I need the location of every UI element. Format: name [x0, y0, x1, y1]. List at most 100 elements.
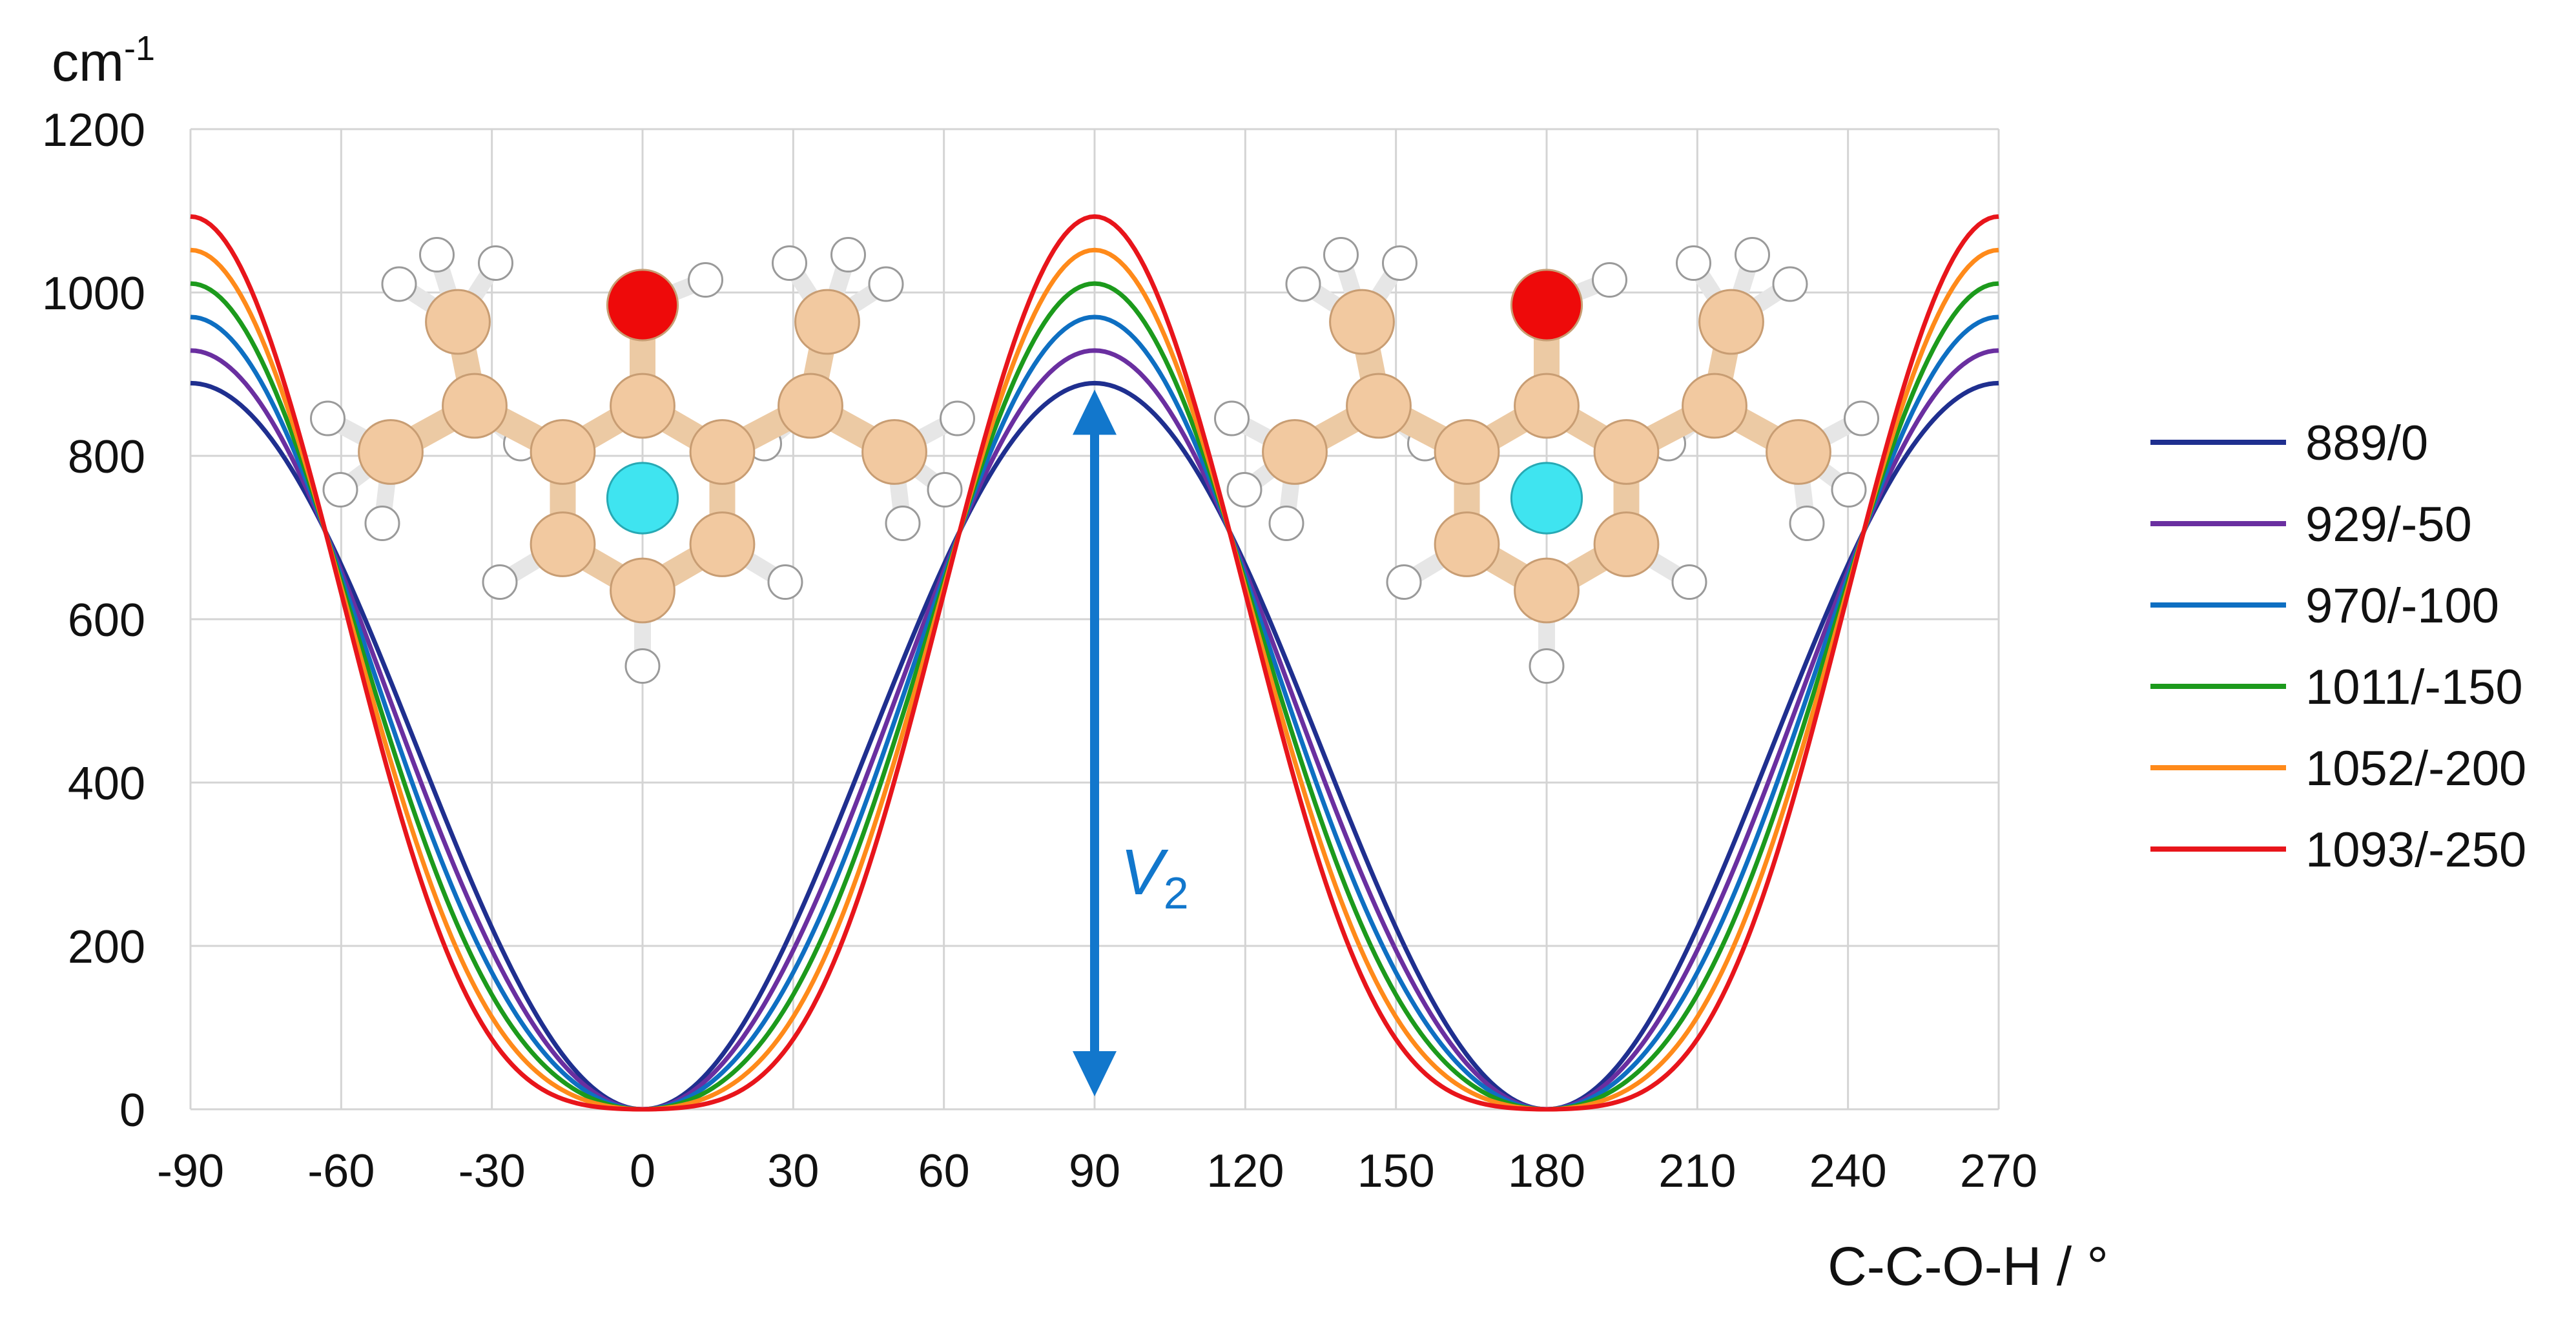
y-axis-title-main: cm: [52, 32, 124, 92]
h-atom: [1844, 400, 1879, 436]
c-ring-top: [1514, 373, 1580, 439]
h-atom: [364, 506, 400, 541]
c-ring-top: [610, 373, 675, 439]
c-methyl-left-up: [1329, 289, 1395, 355]
h-atom: [322, 472, 358, 508]
y-tick-label: 400: [68, 758, 145, 810]
c-ring-left-lower: [530, 511, 596, 577]
phenol-molecule-planar: [310, 237, 975, 684]
h-atom: [482, 564, 518, 600]
ring-center-marker: [1510, 462, 1583, 535]
h-atom: [478, 245, 513, 281]
h-atom: [381, 266, 417, 302]
c-ring-left-lower: [1434, 511, 1500, 577]
v2-annotation: V2: [1073, 389, 1189, 1096]
h-atom: [1831, 472, 1867, 508]
x-tick-label: 210: [1658, 1145, 1736, 1197]
x-tick-label: 240: [1809, 1145, 1887, 1197]
h-atom: [1268, 506, 1304, 541]
x-tick-label: 90: [1069, 1145, 1120, 1197]
v2-arrow-head-top: [1073, 389, 1117, 435]
ring-center-marker: [606, 462, 679, 535]
legend: 889/0 929/-50 970/-100 1011/-150 1052/-200 10…: [2150, 416, 2526, 877]
c-ring-right-upper: [1593, 419, 1660, 485]
y-tick-label: 600: [68, 595, 145, 646]
y-axis-title: cm-1: [52, 29, 155, 92]
legend-label: 889/0: [2305, 416, 2428, 471]
series-line-6: [190, 214, 1999, 1112]
series-lines: [190, 214, 1999, 1112]
v2-label-sub: 2: [1164, 868, 1189, 918]
h-atom: [1671, 564, 1707, 600]
legend-label: 1011/-150: [2305, 660, 2523, 715]
c-methine-right: [1682, 373, 1747, 439]
phenol-molecule-planar: [1214, 237, 1879, 684]
series-line-4: [190, 281, 1999, 1112]
x-tick-label: 60: [918, 1145, 970, 1197]
c-methyl-right-down: [1766, 419, 1831, 485]
series-line-1: [190, 380, 1999, 1112]
c-methine-left: [1346, 373, 1412, 439]
c-methine-left: [442, 373, 508, 439]
legend-label: 929/-50: [2305, 497, 2472, 552]
h-atom: [1214, 400, 1250, 436]
h-atom: [1386, 564, 1422, 600]
c-methine-right: [778, 373, 843, 439]
tick-labels: -90 -60 -30 0 30 60 90 120 150 180 210 240 270 0 200 40…: [42, 105, 2037, 1197]
h-atom: [419, 237, 455, 272]
h-atom: [830, 237, 866, 272]
series-line-3: [190, 314, 1999, 1112]
legend-label: 1093/-250: [2305, 823, 2526, 877]
y-tick-label: 1200: [42, 105, 145, 156]
c-methyl-left-down: [1262, 419, 1328, 485]
h-atom: [940, 400, 975, 436]
h-atom: [772, 245, 807, 281]
h-atom: [1789, 506, 1825, 541]
h-atom: [1735, 237, 1770, 272]
series-line-5: [190, 247, 1999, 1112]
c-ring-right-lower: [689, 511, 756, 577]
x-tick-label: -60: [307, 1145, 375, 1197]
v2-arrow-head-bottom: [1073, 1051, 1117, 1096]
c-ring-right-upper: [689, 419, 756, 485]
y-tick-label: 800: [68, 431, 145, 483]
c-ring-left-upper: [1434, 419, 1500, 485]
h-atom: [624, 648, 661, 684]
y-axis-title-sup: -1: [124, 29, 155, 68]
y-tick-label: 1000: [42, 268, 145, 320]
y-tick-label: 200: [68, 921, 145, 973]
x-tick-label: 30: [767, 1145, 819, 1197]
c-ring-bottom: [1514, 557, 1580, 624]
h-atom: [868, 266, 904, 302]
c-ring-right-lower: [1593, 511, 1660, 577]
x-tick-label: 120: [1206, 1145, 1284, 1197]
x-tick-label: -30: [459, 1145, 526, 1197]
c-ring-bottom: [610, 557, 675, 624]
h-atom: [1592, 262, 1627, 298]
c-ring-left-upper: [530, 419, 596, 485]
series-line-2: [190, 348, 1999, 1112]
h-atom: [1323, 237, 1359, 272]
x-tick-label: 150: [1357, 1145, 1435, 1197]
v2-label: V2: [1120, 836, 1189, 918]
h-atom: [1676, 245, 1711, 281]
h-atom: [688, 262, 723, 298]
v2-label-main: V: [1120, 836, 1169, 908]
h-atom: [1529, 648, 1565, 684]
c-methyl-right-down: [861, 419, 927, 485]
h-atom: [767, 564, 803, 600]
h-atom: [1226, 472, 1262, 508]
h-atom: [1772, 266, 1808, 302]
o-atom: [606, 269, 679, 342]
legend-label: 970/-100: [2305, 579, 2499, 633]
x-tick-label: 0: [630, 1145, 655, 1197]
h-atom: [1382, 245, 1417, 281]
c-methyl-right-up: [794, 289, 860, 355]
y-tick-label: 0: [119, 1085, 145, 1136]
c-methyl-right-up: [1698, 289, 1764, 355]
o-atom: [1510, 269, 1583, 342]
h-atom: [927, 472, 963, 508]
legend-label: 1052/-200: [2305, 741, 2526, 796]
h-atom: [885, 506, 921, 541]
